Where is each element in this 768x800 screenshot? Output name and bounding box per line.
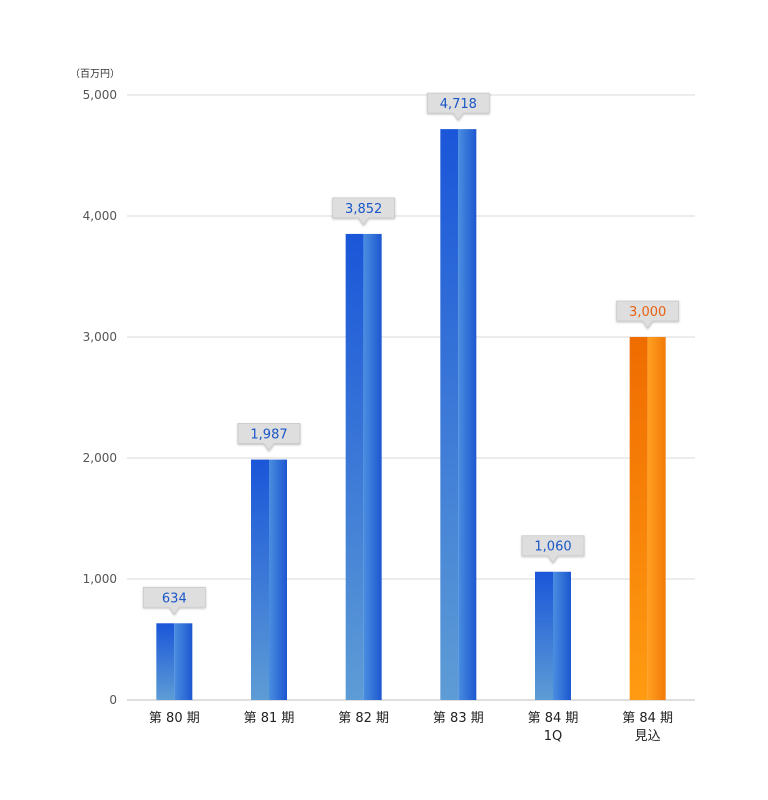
- bar-highlight: [363, 233, 382, 700]
- value-callout: [237, 423, 301, 452]
- bar-highlight: [269, 459, 287, 700]
- data-label: 1,987: [250, 428, 287, 443]
- bar-group: 1,060: [521, 535, 585, 700]
- y-axis-ticks: 0 1,000 2,000 3,000 4,000 5,000: [83, 88, 117, 707]
- bar-highlight: [647, 337, 666, 700]
- bar-highlight: [174, 623, 193, 700]
- bar: [535, 571, 553, 700]
- callout-box: [142, 586, 206, 615]
- y-tick-label: 0: [109, 693, 117, 707]
- x-tick-label: 第 84 期: [622, 711, 673, 726]
- gridlines: [127, 94, 695, 701]
- bars: 634 1,987 3,852 4,718 1,060 3,000: [142, 92, 680, 700]
- x-tick-label: 第 80 期: [149, 711, 200, 726]
- bar-highlight: [553, 571, 571, 700]
- data-label: 3,000: [629, 305, 666, 320]
- y-tick-label: 5,000: [83, 88, 117, 102]
- bar: [440, 129, 459, 700]
- bar: [345, 233, 364, 700]
- x-tick-label: 第 84 期: [528, 711, 579, 726]
- x-axis-labels: 第 80 期第 81 期第 82 期第 83 期第 84 期1Q第 84 期見込: [149, 711, 673, 744]
- callout-box: [332, 197, 396, 226]
- x-tick-label: 第 83 期: [433, 711, 484, 726]
- callout-box: [237, 423, 301, 452]
- value-callout: [521, 535, 585, 564]
- x-tick-label: 第 81 期: [244, 711, 295, 726]
- callout-box: [426, 92, 490, 121]
- value-callout: [142, 586, 206, 615]
- x-tick-label: 第 82 期: [338, 711, 389, 726]
- x-tick-label: 1Q: [544, 729, 563, 744]
- bar-group: 3,852: [332, 197, 396, 700]
- bar-group: 1,987: [237, 423, 301, 700]
- value-callout: [332, 197, 396, 226]
- bar: [251, 459, 269, 700]
- callout-box: [521, 535, 585, 564]
- value-callout: [426, 92, 490, 121]
- y-tick-label: 4,000: [83, 209, 117, 223]
- x-tick-label: 見込: [635, 729, 661, 744]
- bar-group: 3,000: [616, 300, 680, 700]
- data-label: 3,852: [345, 202, 382, 217]
- y-tick-label: 1,000: [83, 572, 117, 586]
- data-label: 1,060: [534, 540, 571, 555]
- y-axis-unit-label: （百万円）: [70, 68, 120, 80]
- y-tick-label: 3,000: [83, 330, 117, 344]
- bar-group: 634: [142, 586, 206, 700]
- bar: [629, 337, 648, 700]
- value-callout: [616, 300, 680, 329]
- data-label: 4,718: [440, 97, 477, 112]
- y-tick-label: 2,000: [83, 451, 117, 465]
- bar-group: 4,718: [426, 92, 490, 700]
- data-label: 634: [162, 591, 187, 606]
- bar: [156, 623, 175, 700]
- bar-highlight: [458, 129, 477, 700]
- callout-box: [616, 300, 680, 329]
